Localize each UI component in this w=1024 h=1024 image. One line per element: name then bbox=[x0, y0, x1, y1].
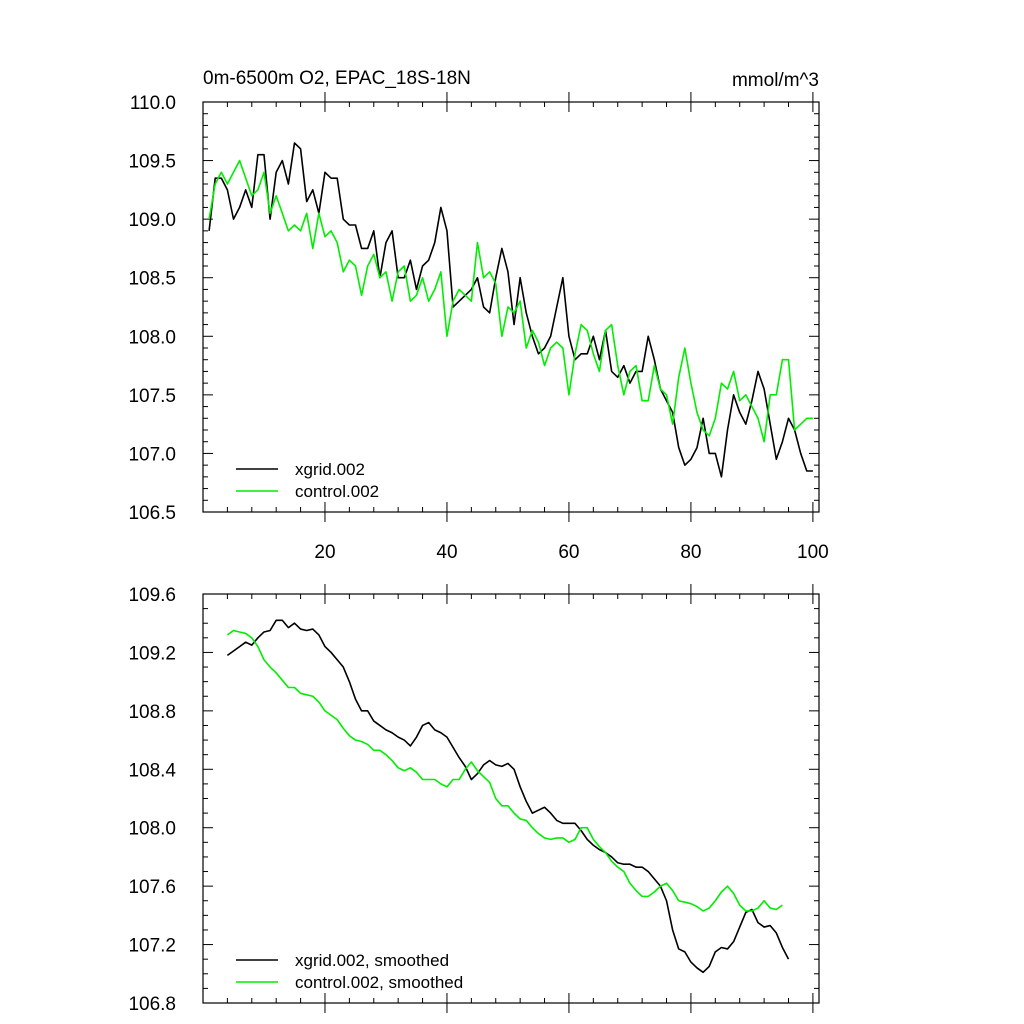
legend-label-control-smoothed: control.002, smoothed bbox=[295, 973, 463, 992]
y-tick-label: 107.6 bbox=[128, 877, 176, 898]
plot-frame bbox=[202, 101, 820, 513]
bottom-chart-panel: 106.8 107.2 107.6 108.0 108.4 108.8 109.2 109.6… bbox=[128, 584, 820, 1015]
legend-label-xgrid-smoothed: xgrid.002, smoothed bbox=[295, 951, 449, 970]
series-line-control bbox=[226, 629, 783, 912]
y-tick-label: 109.0 bbox=[128, 210, 176, 231]
top-chart-panel: 0m-6500m O2, EPAC_18S-18N mmol/m^3 106.5… bbox=[128, 68, 828, 563]
y-tick-label: 109.5 bbox=[128, 152, 176, 173]
legend-label-xgrid: xgrid.002 bbox=[295, 460, 365, 479]
legend-label-control: control.002 bbox=[295, 482, 379, 501]
y-tick-label: 109.6 bbox=[128, 585, 176, 606]
y-tick-label: 107.0 bbox=[128, 444, 176, 465]
x-tick-label: 60 bbox=[558, 542, 579, 563]
y-tick-label: 106.8 bbox=[128, 994, 176, 1015]
y-tick-label: 108.8 bbox=[128, 702, 176, 723]
x-tick-label: 80 bbox=[680, 542, 701, 563]
y-tick-label: 108.0 bbox=[128, 819, 176, 840]
y-tick-label: 108.5 bbox=[128, 269, 176, 290]
chart-units-label: mmol/m^3 bbox=[732, 70, 819, 91]
chart-title-left: 0m-6500m O2, EPAC_18S-18N bbox=[203, 68, 471, 89]
y-tick-label: 106.5 bbox=[128, 503, 176, 524]
y-tick-label: 110.0 bbox=[130, 93, 176, 114]
x-tick-label: 20 bbox=[314, 542, 335, 563]
x-tick-label: 100 bbox=[797, 542, 829, 563]
series-line-xgrid bbox=[208, 142, 813, 478]
legend: xgrid.002, smoothed control.002, smoothe… bbox=[236, 951, 463, 992]
plot-frame bbox=[202, 593, 820, 1004]
legend: xgrid.002 control.002 bbox=[236, 460, 379, 501]
series-line-xgrid bbox=[226, 619, 790, 974]
x-tick-label: 40 bbox=[436, 542, 457, 563]
y-tick-label: 107.2 bbox=[128, 936, 176, 957]
y-tick-label: 107.5 bbox=[128, 386, 176, 407]
y-tick-label: 109.2 bbox=[128, 643, 176, 664]
y-tick-label: 108.0 bbox=[128, 327, 176, 348]
y-tick-label: 108.4 bbox=[128, 760, 176, 781]
series-line-control bbox=[208, 159, 813, 443]
